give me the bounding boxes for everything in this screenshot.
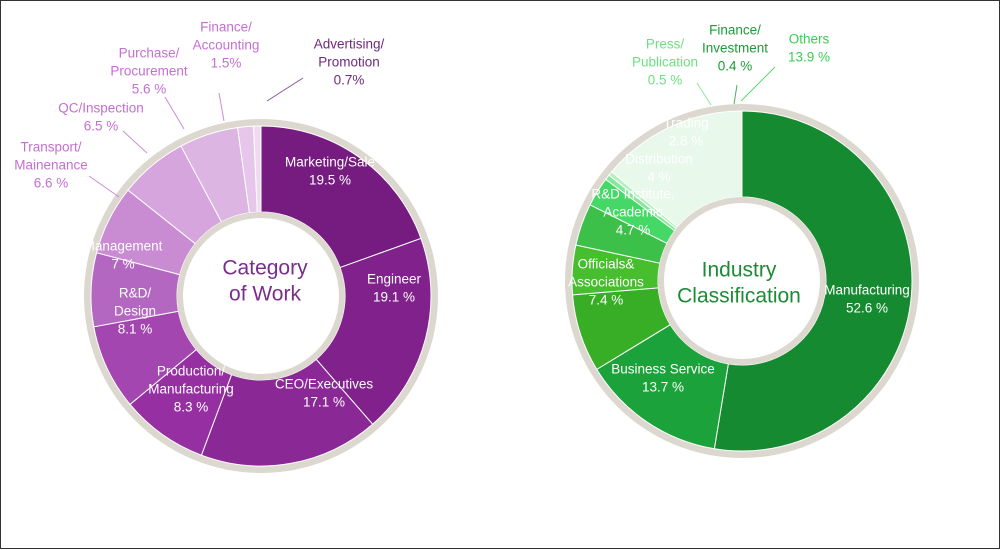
slice-label-text: Advertising/: [314, 37, 385, 52]
slice-label-text: Purchase/: [119, 46, 180, 61]
donut-hub: [664, 203, 820, 359]
slice-label-5: Trading 2.8 %: [663, 116, 708, 149]
chart-center-title: Industry: [702, 259, 777, 282]
slice-label-text: Mainenance: [14, 158, 88, 173]
slice-value-text: 8.3 %: [174, 400, 209, 415]
leader-line-8: [740, 66, 776, 102]
slice-label-text: Distribution: [625, 152, 693, 167]
chart-center-title: of Work: [229, 283, 301, 306]
slice-value-text: 0.4 %: [718, 59, 753, 74]
slice-value-text: 17.1 %: [303, 395, 345, 410]
slice-value-text: 19.1 %: [373, 290, 415, 305]
donut-hub: [183, 218, 339, 374]
slice-label-9: Finance/Accounting 1.5%: [193, 20, 260, 71]
leader-line-8: [164, 96, 185, 130]
slice-label-2: CEO/Executives 17.1 %: [275, 377, 374, 410]
slice-label-text: Manufacturing: [824, 283, 910, 298]
slice-label-text: Engineer: [367, 272, 422, 287]
slice-label-8: Purchase/Procurement 5.6 %: [110, 46, 188, 97]
leader-line-10: [266, 77, 304, 102]
slice-label-text: Accounting: [193, 38, 260, 53]
slice-value-text: 7 %: [111, 257, 134, 272]
slice-label-text: Academic: [603, 205, 663, 220]
slice-label-4: Distribution 4 %: [625, 152, 693, 185]
slice-value-text: 6.5 %: [84, 119, 119, 134]
slice-value-text: 13.9 %: [788, 50, 830, 65]
slice-label-3: R&D Institute, Academic 4.7 %: [591, 187, 674, 238]
leader-line-9: [218, 92, 225, 122]
leader-line-7: [122, 130, 148, 154]
slice-label-2: Officials&Associations 7.4 %: [568, 257, 644, 308]
slice-label-text: Officials&: [578, 257, 635, 272]
slice-label-text: Press/: [646, 37, 685, 52]
slice-label-3: Production/Manufacturing 8.3 %: [148, 364, 234, 415]
slice-label-text: Transport/: [20, 140, 81, 155]
slice-value-text: 0.5 %: [648, 73, 683, 88]
leader-line-6: [696, 82, 712, 106]
slice-value-text: 2.8 %: [669, 134, 704, 149]
slice-value-text: 8.1 %: [118, 322, 153, 337]
slice-label-text: Finance/: [200, 20, 252, 35]
slice-label-8: Others 13.9 %: [788, 32, 830, 65]
slice-label-text: Management: [84, 239, 163, 254]
slice-label-text: Business Service: [611, 362, 715, 377]
slice-value-text: 7.4 %: [589, 293, 624, 308]
slice-label-1: Business Service 13.7 %: [611, 362, 715, 395]
slice-label-text: CEO/Executives: [275, 377, 374, 392]
slice-label-text: Trading: [663, 116, 708, 131]
slice-value-text: 1.5%: [211, 56, 242, 71]
donut-chart-2: Manufacturing 52.6 % Business Service 13.7 …: [565, 23, 919, 458]
slice-label-text: R&D/: [119, 286, 152, 301]
slice-label-text: Others: [789, 32, 830, 47]
slice-label-text: Publication: [632, 55, 698, 70]
slice-label-0: Manufacturing 52.6 %: [824, 283, 910, 316]
slice-label-text: Promotion: [318, 55, 380, 70]
slice-label-10: Advertising/Promotion 0.7%: [314, 37, 385, 88]
slice-label-text: Finance/: [709, 23, 761, 38]
chart-center-title: Classification: [677, 285, 801, 308]
slice-value-text: 4 %: [647, 170, 670, 185]
donut-chart-1: Marketing/Sale 19.5 % Engineer 19.1 % CEO/Ex…: [14, 20, 438, 473]
slice-label-text: Production/: [157, 364, 226, 379]
slice-label-7: Finance/Investment 0.4 %: [702, 23, 768, 74]
slice-value-text: 0.7%: [334, 73, 365, 88]
slice-label-text: Procurement: [110, 64, 188, 79]
slice-label-6: Transport/Mainenance 6.6 %: [14, 140, 88, 191]
leader-line-7: [733, 84, 738, 105]
slice-value-text: 4.7 %: [616, 223, 651, 238]
slice-label-text: Investment: [702, 41, 768, 56]
slice-label-4: R&D/Design 8.1 %: [114, 286, 156, 337]
slice-label-text: QC/Inspection: [58, 101, 144, 116]
slice-value-text: 5.6 %: [132, 82, 167, 97]
slice-label-0: Marketing/Sale 19.5 %: [285, 155, 375, 188]
slice-label-text: Manufacturing: [148, 382, 234, 397]
slice-value-text: 19.5 %: [309, 173, 351, 188]
slice-label-7: QC/Inspection 6.5 %: [58, 101, 144, 134]
slice-label-text: Marketing/Sale: [285, 155, 375, 170]
slice-value-text: 6.6 %: [34, 176, 69, 191]
slice-label-text: Design: [114, 304, 156, 319]
slice-label-1: Engineer 19.1 %: [367, 272, 422, 305]
slice-label-text: Associations: [568, 275, 644, 290]
leader-line-6: [88, 175, 120, 198]
slice-label-text: R&D Institute,: [591, 187, 674, 202]
slice-value-text: 52.6 %: [846, 301, 888, 316]
slice-value-text: 13.7 %: [642, 380, 684, 395]
chart-center-title: Category: [222, 257, 308, 280]
slice-label-6: Press/Publication 0.5 %: [632, 37, 698, 88]
slice-label-5: Management 7 %: [84, 239, 163, 272]
